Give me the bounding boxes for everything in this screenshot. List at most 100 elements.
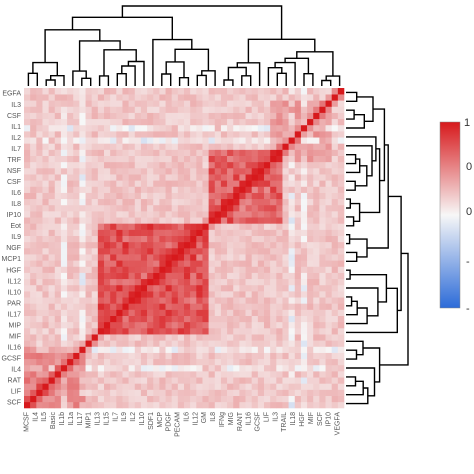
heatmap-cell: [122, 278, 129, 286]
heatmap-cell: [196, 315, 203, 323]
heatmap-cell: [104, 309, 111, 316]
heatmap-cell: [257, 100, 265, 107]
heatmap-cell: [227, 204, 234, 212]
heatmap-cell: [48, 112, 56, 120]
heatmap-cell: [245, 149, 252, 156]
heatmap-cell: [36, 272, 43, 280]
heatmap-cell: [196, 377, 203, 384]
heatmap-cell: [196, 229, 203, 236]
heatmap-cell: [184, 377, 191, 384]
heatmap-cell: [79, 401, 86, 409]
heatmap-cell: [288, 149, 296, 156]
heatmap-cell: [153, 211, 160, 218]
heatmap-cell: [251, 180, 259, 187]
heatmap-cell: [300, 346, 308, 353]
heatmap-cell: [300, 241, 308, 249]
heatmap-cell: [264, 241, 271, 249]
heatmap-cell: [165, 155, 172, 163]
dendrogram-branch: [174, 48, 210, 71]
heatmap-cell: [208, 168, 216, 175]
heatmap-cell: [159, 266, 166, 273]
heatmap-cell: [153, 278, 160, 286]
heatmap-cell: [251, 315, 259, 323]
heatmap-cell: [307, 377, 314, 384]
heatmap-cell: [190, 100, 197, 107]
heatmap-cell: [202, 186, 209, 193]
heatmap-cell: [24, 88, 31, 95]
heatmap-cell: [270, 143, 277, 150]
heatmap-cell: [42, 272, 49, 280]
heatmap-cell: [165, 278, 172, 286]
heatmap-cell: [325, 217, 332, 224]
heatmap-cell: [245, 371, 252, 378]
heatmap-cell: [134, 100, 142, 107]
heatmap-cell: [294, 315, 302, 323]
heatmap-cell: [85, 352, 92, 360]
heatmap-cell: [233, 389, 240, 396]
heatmap-cell: [171, 328, 179, 335]
heatmap-cell: [140, 161, 148, 169]
heatmap-cell: [325, 371, 332, 378]
heatmap-cell: [159, 118, 166, 126]
heatmap-cell: [220, 168, 228, 175]
heatmap-cell: [48, 291, 56, 298]
heatmap-cell: [147, 284, 154, 292]
heatmap-cell: [190, 297, 197, 304]
heatmap-cell: [202, 371, 209, 378]
heatmap-cell: [257, 241, 265, 249]
heatmap-cell: [85, 88, 92, 95]
heatmap-cell: [251, 364, 259, 372]
heatmap-cell: [36, 395, 43, 403]
heatmap-cell: [147, 137, 154, 144]
heatmap-cell: [36, 248, 43, 255]
heatmap-cell: [190, 143, 197, 150]
heatmap-cell: [196, 303, 203, 310]
heatmap-cell: [196, 309, 203, 316]
heatmap-cell: [30, 278, 37, 286]
heatmap-cell: [116, 204, 123, 212]
heatmap-cell: [116, 124, 123, 132]
heatmap-cell: [30, 198, 37, 206]
heatmap-cell: [233, 186, 240, 193]
heatmap-cell: [177, 315, 185, 323]
heatmap-cell: [307, 143, 314, 150]
heatmap-cell: [140, 131, 148, 138]
heatmap-cell: [54, 137, 62, 144]
heatmap-cell: [282, 315, 289, 323]
y-tick-label: IL8: [11, 201, 21, 208]
heatmap-cell: [251, 217, 259, 224]
heatmap-cell: [85, 371, 92, 378]
heatmap-cell: [325, 383, 332, 390]
heatmap-cell: [85, 211, 92, 218]
heatmap-cell: [282, 389, 289, 396]
heatmap-cell: [116, 192, 123, 200]
heatmap-cell: [337, 131, 345, 138]
y-tick-label: HGF: [6, 267, 21, 274]
heatmap-cell: [251, 204, 259, 212]
heatmap-cell: [116, 401, 123, 409]
heatmap-cell: [110, 217, 117, 224]
heatmap-cell: [159, 340, 166, 347]
heatmap-cell: [134, 328, 142, 335]
heatmap-cell: [251, 377, 259, 384]
heatmap-cell: [208, 174, 216, 181]
heatmap-cell: [91, 192, 99, 200]
heatmap-cell: [147, 358, 154, 366]
heatmap-cell: [307, 401, 314, 409]
heatmap-cell: [251, 149, 259, 156]
heatmap-cell: [325, 358, 332, 366]
heatmap-cell: [288, 100, 296, 107]
heatmap-cell: [85, 149, 92, 156]
heatmap-cell: [288, 309, 296, 316]
heatmap-cell: [54, 303, 62, 310]
heatmap-cell: [134, 94, 142, 101]
heatmap-cell: [67, 155, 74, 163]
heatmap-cell: [54, 168, 62, 175]
heatmap-cell: [24, 149, 31, 156]
heatmap-cell: [300, 155, 308, 163]
heatmap-cell: [110, 186, 117, 193]
heatmap-cell: [79, 94, 86, 101]
heatmap-cell: [325, 377, 332, 384]
heatmap-cell: [110, 371, 117, 378]
heatmap-cell: [128, 364, 136, 372]
